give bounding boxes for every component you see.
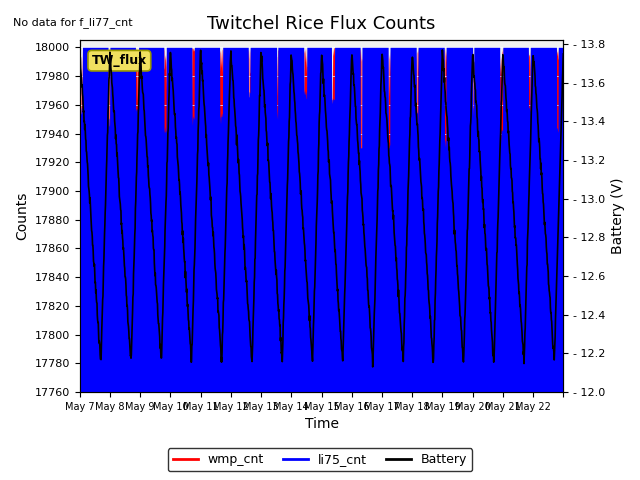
Bar [79, 249, 563, 277]
Legend: wmp_cnt, li75_cnt, Battery: wmp_cnt, li75_cnt, Battery [168, 448, 472, 471]
Y-axis label: Counts: Counts [15, 192, 29, 240]
Bar [79, 191, 563, 220]
X-axis label: Time: Time [305, 418, 339, 432]
Text: No data for f_li77_cnt: No data for f_li77_cnt [13, 17, 132, 28]
Title: Twitchel Rice Flux Counts: Twitchel Rice Flux Counts [207, 15, 436, 33]
Y-axis label: Battery (V): Battery (V) [611, 178, 625, 254]
Bar [79, 306, 563, 335]
Bar [79, 363, 563, 392]
Text: TW_flux: TW_flux [92, 54, 147, 67]
